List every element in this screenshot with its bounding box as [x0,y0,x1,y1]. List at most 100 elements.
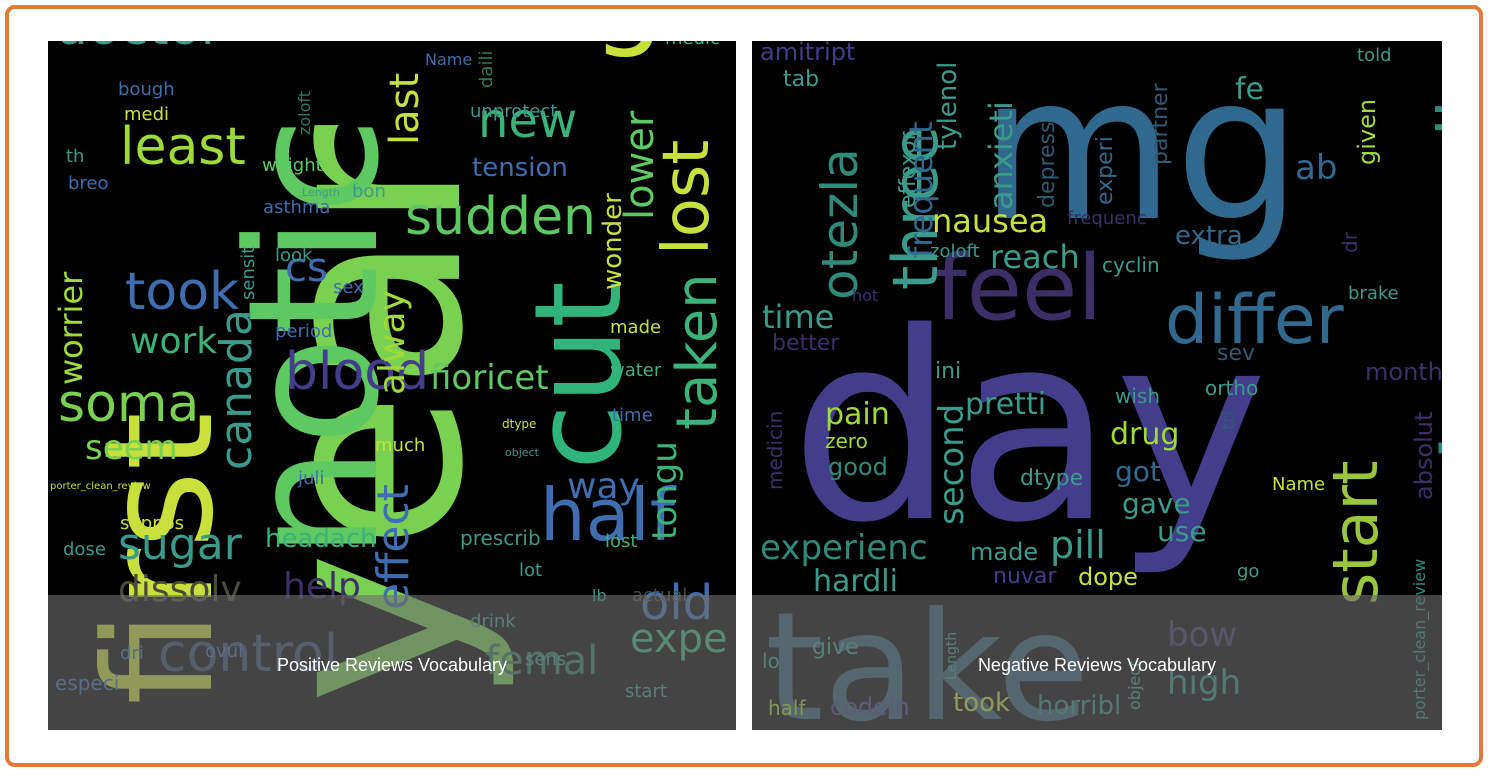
negative-caption: Negative Reviews Vocabulary [977,655,1217,675]
right-word-day: day [790,278,1269,580]
left-word-time: time [612,404,653,426]
right-word-time: time [762,297,835,336]
left-word-least: least [120,116,246,177]
right-word-tab: tab [783,67,820,93]
left-word-last: last [382,72,428,145]
right-word-tylenol: tylenol [933,61,963,150]
left-word-dose: dose [63,538,106,560]
left-word-taken: taken [665,273,730,430]
right-word-absolut: absolut [1410,411,1438,500]
right-word-partner: partner [1148,83,1173,165]
right-word-anxieti: anxieti [982,101,1020,210]
right-word-cyclin: cyclin [1102,253,1160,277]
left-word-tongu: tongu [645,441,685,540]
right-word-given: given [1353,98,1381,165]
left-word-th: th [66,145,85,167]
right-word-wish: wish [1115,384,1161,408]
left-word-prescrib: prescrib [460,526,541,550]
right-word-medicin: medicin [763,410,787,490]
negative-caption-bar: Negative Reviews Vocabulary [752,595,1442,730]
right-word-amitript: amitript [760,41,856,66]
right-word-brake: brake [1348,282,1399,304]
right-word-drug: drug [1110,416,1180,452]
left-word-made: made [610,316,662,338]
left-word-bon: bon [352,180,386,202]
right-word-told: told [1357,44,1392,66]
right-word-dr: dr [1338,232,1362,253]
left-word-mg: mg [480,41,665,52]
left-word-seem: seem [85,428,178,469]
left-word-juli: juli [298,467,325,489]
right-word-better: better [772,331,840,357]
right-word-sev: sev [1217,341,1256,367]
left-word-headach: headach [265,523,377,554]
left-word-worrier: worrier [52,271,90,385]
left-word-cs: cs [285,245,328,291]
right-word-ab: ab [1295,148,1338,189]
left-word-daili: daili [476,50,497,88]
positive-caption-bar: Positive Reviews Vocabulary [48,595,736,730]
right-word-extra: extra [1175,220,1243,251]
right-word-differ: differ [1165,281,1344,361]
left-word-medi: medi [124,103,170,125]
left-word-lot: lot [519,559,543,581]
right-word-pretti: pretti [965,386,1047,422]
left-word-way: way [567,466,640,508]
right-word-hot: hot [852,286,879,306]
left-word-period: period [275,320,333,342]
left-word-tension: tension [472,152,568,183]
left-word-length: Length [302,185,340,199]
right-word-fe: fe [1235,71,1265,107]
right-word-start: start [1319,460,1392,605]
left-word-sex: sex [333,276,364,298]
right-word-dtype: dtype [1020,466,1084,492]
left-word-suppos: suppos [120,512,185,534]
left-word-half: half [540,472,676,557]
left-word-effect: effect [368,484,419,610]
right-word-made: made [970,537,1039,566]
left-word-new: new [478,93,578,150]
positive-wordcloud-panel: firstyearnoticmgcutdoctorleastnewlostsud… [48,41,736,730]
right-word-experi: experi [1093,136,1118,205]
left-word-object: object [505,445,539,459]
left-word-faster: faster [335,41,428,45]
right-word-effexor: effexor [896,131,921,208]
right-word-mg: mg [980,41,1302,266]
right-word-pill: pill [1050,522,1106,567]
left-word-unprotect: unprotect [470,100,558,122]
left-word-look: look [275,244,313,266]
left-word-medic: medic [665,41,720,48]
left-word-wonder: wonder [598,193,628,290]
left-word-porter-clean-review: porter_clean_review [50,480,151,492]
left-word-sugar: sugar [118,518,242,570]
left-word-much: much [375,434,426,456]
right-word-hardli: hardli [813,563,898,599]
left-word-sensit: sensit [238,246,259,300]
right-word-zero: zero [825,429,868,453]
right-word-experienc: experienc [760,528,928,569]
right-word-feel: feel [935,235,1103,341]
left-word-breo: breo [68,172,109,194]
left-word-water: water [610,359,662,381]
right-word-gave: gave [1122,487,1191,521]
left-word-dtype: dtype [502,416,537,431]
right-word-ortho: ortho [1205,376,1259,400]
right-word-second: second [932,403,972,525]
left-word-asthma: asthma [263,196,331,218]
right-word-otezla: otezla [811,148,869,300]
right-word-go: go [1237,560,1260,582]
right-word-name: Name [1272,473,1326,495]
right-word-reach: reach [990,237,1080,276]
positive-caption: Positive Reviews Vocabulary [276,655,508,675]
right-word-use: use [1157,515,1207,549]
left-word-alway: alway [372,290,413,395]
left-word-sudden: sudden [405,186,597,247]
right-word-pain: pain [825,396,890,432]
right-word-depress: depress [1035,121,1060,209]
right-word-zoloft: zoloft [930,240,980,262]
left-word-fioricet: fioricet [430,358,549,399]
right-word-got: got [1115,455,1161,489]
negative-wordcloud-panel: daymgtakeweekfeeldiffermedicthreeotezlas… [752,41,1442,730]
left-word-doctor: doctor [55,41,222,53]
left-word-bough: bough [118,78,175,100]
